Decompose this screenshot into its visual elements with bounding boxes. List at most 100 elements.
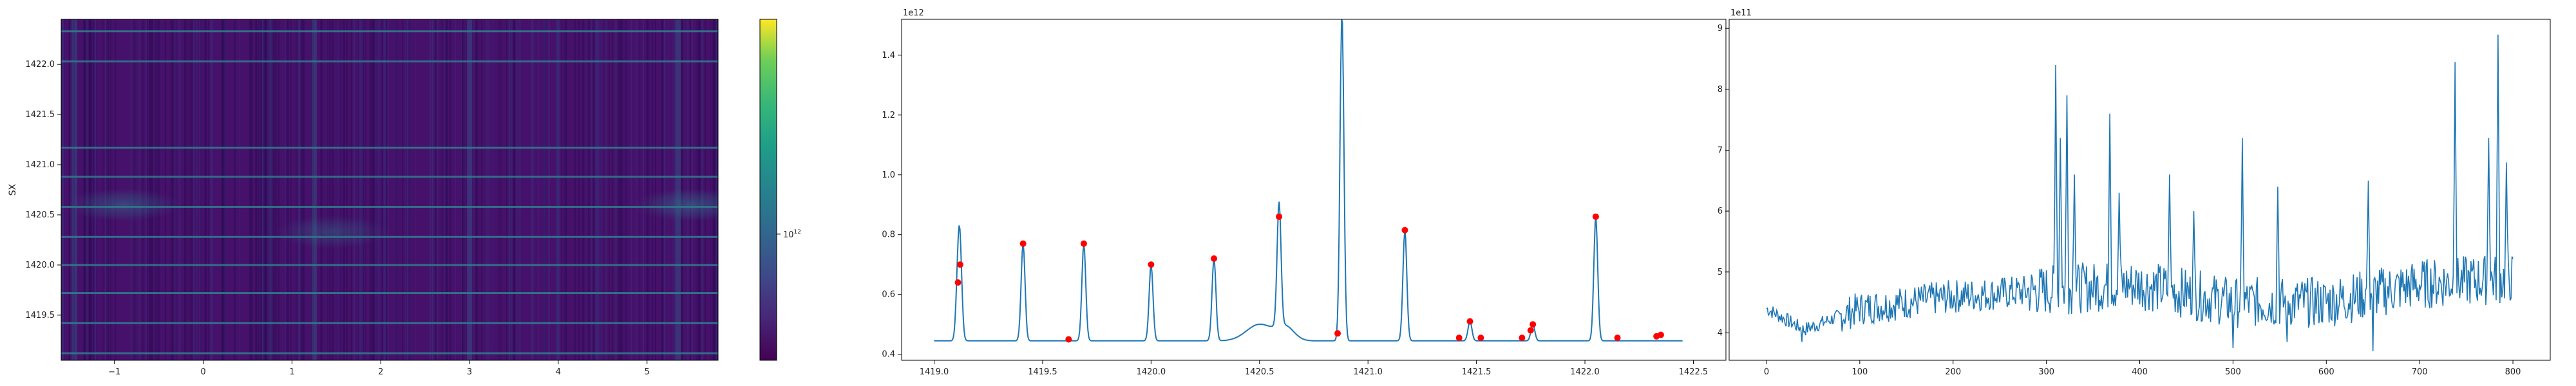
colorbar xyxy=(759,19,777,361)
peak-marker xyxy=(1019,240,1027,247)
heatmap-stripe xyxy=(199,19,202,360)
heatmap-stripe xyxy=(223,19,226,360)
peaks-x-tick-label: 1420.5 xyxy=(1245,367,1274,377)
heatmap-horizontal-line xyxy=(61,176,718,178)
heatmap-x-tick-label: 2 xyxy=(378,367,383,377)
heatmap-stripe xyxy=(174,19,176,360)
peaks-y-tick-label: 1.4 xyxy=(882,51,895,60)
heatmap-horizontal-line xyxy=(61,235,718,238)
heatmap-stripe xyxy=(486,19,488,360)
peak-marker xyxy=(1527,327,1534,334)
heatmap-stripe xyxy=(394,19,397,360)
heatmap-stripe xyxy=(188,19,191,360)
heatmap-stripe xyxy=(395,19,398,360)
heatmap-stripe xyxy=(518,19,520,360)
heatmap-x-tick-label: 3 xyxy=(467,367,472,377)
heatmap-stripe xyxy=(149,19,151,360)
heatmap-stripe xyxy=(260,19,263,360)
heatmap-stripe xyxy=(346,19,348,360)
heatmap-x-tick-label: 1 xyxy=(289,367,294,377)
heatmap-stripe xyxy=(661,19,663,360)
heatmap-stripe xyxy=(578,19,580,360)
heatmap-stripe xyxy=(558,19,560,360)
heatmap-stripe xyxy=(258,19,260,360)
heatmap-vertical-band xyxy=(71,19,77,360)
heatmap-stripe xyxy=(61,19,64,360)
heatmap-stripe xyxy=(350,19,353,360)
heatmap-stripe xyxy=(561,19,563,360)
heatmap-stripe xyxy=(531,19,533,360)
heatmap-stripe xyxy=(200,19,202,360)
heatmap-stripe xyxy=(488,19,491,360)
heatmap-horizontal-line xyxy=(61,147,718,149)
heatmap-stripe xyxy=(361,19,363,360)
heatmap-stripe xyxy=(265,19,267,360)
heatmap-bright-region xyxy=(65,188,182,222)
heatmap-stripe xyxy=(388,19,389,360)
heatmap-stripe xyxy=(267,19,269,360)
heatmap-stripe xyxy=(480,19,483,360)
peaks-panel: 1419.0 1419.5 1420.0 1420.5 1421.0 1421.5 1422… xyxy=(882,8,1727,377)
heatmap-stripe xyxy=(429,19,431,360)
heatmap-bright-region xyxy=(633,188,718,222)
peaks-offset-text: 1e12 xyxy=(903,8,924,18)
heatmap-stripe xyxy=(157,19,160,360)
heatmap-stripe xyxy=(196,19,198,360)
timeseries-y-tick-label: 7 xyxy=(1718,145,1723,155)
peak-marker xyxy=(1334,330,1341,337)
heatmap-stripe xyxy=(544,19,545,360)
heatmap-panel: −1 0 1 2 3 4 5 1419.51420.01420.51421.01421.51… xyxy=(8,19,801,377)
heatmap-stripe xyxy=(92,19,95,360)
timeseries-panel: 0 100 200 300 400 500 600 700 800 4 5 6 7 8 9 1e11 xyxy=(1718,8,2551,377)
heatmap-bright-region xyxy=(274,215,390,249)
heatmap-stripe xyxy=(655,19,656,360)
heatmap-stripe xyxy=(437,19,439,360)
heatmap-stripe xyxy=(365,19,366,360)
heatmap-stripe xyxy=(223,19,226,360)
heatmap-stripe xyxy=(619,19,621,360)
heatmap-stripe xyxy=(277,19,279,360)
timeseries-y-tick-label: 8 xyxy=(1718,85,1723,95)
heatmap-stripe xyxy=(596,19,600,360)
heatmap-stripe xyxy=(475,19,477,360)
heatmap-y-tick-label: 1420.5 xyxy=(26,210,55,220)
heatmap-stripe xyxy=(320,19,322,360)
heatmap-stripe xyxy=(361,19,364,360)
peak-marker xyxy=(1657,331,1664,338)
heatmap-stripe xyxy=(556,19,559,360)
heatmap-stripe xyxy=(584,19,586,360)
heatmap-stripe xyxy=(296,19,298,360)
heatmap-stripe xyxy=(332,19,334,360)
heatmap-stripe xyxy=(326,19,328,360)
heatmap-stripe xyxy=(311,19,314,360)
heatmap-stripe xyxy=(370,19,371,360)
peak-marker xyxy=(1148,261,1155,268)
heatmap-stripe xyxy=(210,19,213,360)
peaks-y-tick-label: 0.4 xyxy=(882,350,895,360)
heatmap-x-tick-label: 5 xyxy=(645,367,650,377)
heatmap-y-axis: 1419.5 1420.0 1420.5 1421.0 1421.5 1422.0 xyxy=(26,60,61,320)
heatmap-stripe xyxy=(635,19,638,360)
heatmap-stripe xyxy=(255,19,258,360)
heatmap-stripe xyxy=(329,19,330,360)
heatmap-stripe xyxy=(171,19,173,360)
heatmap-stripe xyxy=(651,19,654,360)
peak-marker xyxy=(1614,335,1621,342)
heatmap-stripe xyxy=(498,19,500,360)
heatmap-stripe xyxy=(582,19,585,360)
heatmap-stripe xyxy=(151,19,153,360)
colorbar-tick-base: 10 xyxy=(783,230,794,240)
timeseries-x-axis: 0 100 200 300 400 500 600 700 800 xyxy=(1764,360,2521,377)
heatmap-stripe xyxy=(533,19,534,360)
peaks-series-line xyxy=(934,19,1683,342)
peaks-x-axis: 1419.0 1419.5 1420.0 1420.5 1421.0 1421.5 1422… xyxy=(920,360,1708,377)
peaks-y-tick-label: 0.8 xyxy=(882,230,895,240)
heatmap-stripe xyxy=(625,19,627,360)
heatmap-stripe xyxy=(266,19,268,360)
heatmap-stripe xyxy=(269,19,272,360)
heatmap-stripe xyxy=(588,19,590,360)
heatmap-horizontal-line xyxy=(61,352,718,354)
heatmap-stripe xyxy=(511,19,513,360)
heatmap-stripe xyxy=(359,19,361,360)
heatmap-stripe xyxy=(509,19,512,360)
